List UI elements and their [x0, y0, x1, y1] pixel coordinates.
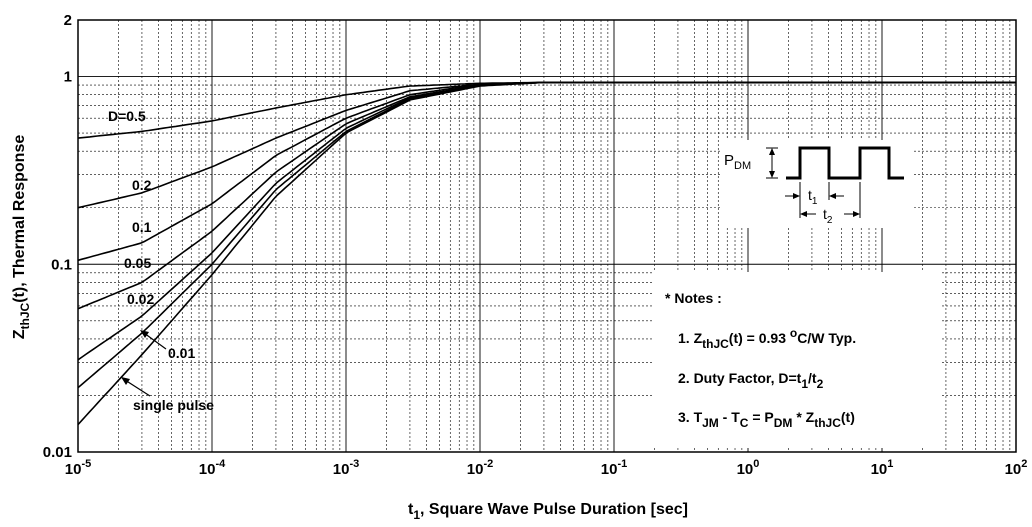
note-1-suffix: C/W Typ.: [797, 330, 856, 346]
y-tick-label: 1: [64, 69, 72, 86]
series-label-d002: 0.02: [127, 291, 154, 307]
note-1-sup: o: [790, 326, 797, 340]
note-3-sub1: JM: [702, 416, 719, 430]
note-2: 2. Duty Factor, D=t1/t2: [678, 370, 824, 391]
pulse-inset-bg: [722, 140, 912, 228]
y-tick-label: 2: [64, 12, 72, 29]
note-1-sub: thJC: [702, 337, 729, 351]
t2-arrow-left-head: [800, 211, 807, 217]
x-tick-label: 100: [737, 458, 760, 478]
y-axis-title: ZthJC(t), Thermal Response: [11, 135, 32, 340]
series-label-d005: 0.05: [124, 255, 151, 271]
note-3: 3. TJM - TC = PDM * ZthJC(t): [678, 409, 855, 430]
series-label-d05: D=0.5: [108, 108, 146, 124]
pdm-arrow-head-up: [769, 148, 775, 155]
series-line: [77, 81, 1016, 426]
arrow-d001: [143, 332, 167, 350]
note-1-mid: (t) = 0.93: [729, 330, 790, 346]
note-3-suffix: (t): [841, 409, 855, 425]
note-1-prefix: 1. Z: [678, 330, 703, 346]
notes-title: * Notes :: [665, 290, 722, 306]
pdm-arrow-head-down: [769, 171, 775, 178]
pdm-label: PDM: [724, 152, 751, 172]
arrow-single-head: [121, 377, 130, 385]
note-3-mid1: - T: [719, 409, 740, 425]
note-2-sub2: 2: [817, 377, 824, 391]
note-3-sub3: DM: [774, 416, 793, 430]
curves: [77, 81, 1016, 426]
note-2-mid: /t: [808, 370, 817, 386]
note-3-sub2: C: [740, 416, 749, 430]
x-tick-label: 101: [871, 458, 894, 478]
note-3-prefix: 3. T: [678, 409, 703, 425]
pulse-waveform: [786, 146, 904, 180]
t1-label: t1: [808, 187, 818, 207]
series-label-d001: 0.01: [168, 345, 195, 361]
x-tick-label: 10-3: [333, 458, 359, 478]
note-3-mid2: = P: [748, 409, 773, 425]
x-tick-label: 102: [1005, 458, 1028, 478]
t1-arrow-left-head: [793, 193, 800, 199]
note-3-sub4: thJC: [814, 416, 841, 430]
t1-arrow-right-head: [829, 193, 836, 199]
pulse-inset: PDM t1 t2: [722, 140, 912, 228]
x-tick-label: 10-1: [601, 458, 627, 478]
t2-label: t2: [823, 206, 833, 226]
series-label-d02: 0.2: [132, 177, 152, 193]
plot-frame: [77, 19, 1017, 453]
arrow-single: [124, 379, 151, 397]
notes-box: [652, 272, 942, 448]
note-3-mid3: * Z: [792, 409, 814, 425]
y-tick-label: 0.01: [43, 444, 72, 461]
x-tick-label: 10-2: [467, 458, 493, 478]
note-2-sub1: 1: [801, 377, 808, 391]
series-line: [77, 81, 1016, 139]
x-tick-label: 10-4: [199, 458, 226, 478]
x-tick-label: 10-5: [65, 458, 91, 478]
y-tick-label: 0.1: [51, 256, 72, 273]
x-axis-title: t1, Square Wave Pulse Duration [sec]: [408, 501, 688, 522]
note-1: 1. ZthJC(t) = 0.93 oC/W Typ.: [678, 326, 856, 351]
t2-arrow-right-head: [853, 211, 860, 217]
series-label-d01: 0.1: [132, 219, 152, 235]
series-label-single: single pulse: [133, 397, 214, 413]
arrow-d001-head: [140, 330, 149, 338]
note-2-prefix: 2. Duty Factor, D=t: [678, 370, 802, 386]
